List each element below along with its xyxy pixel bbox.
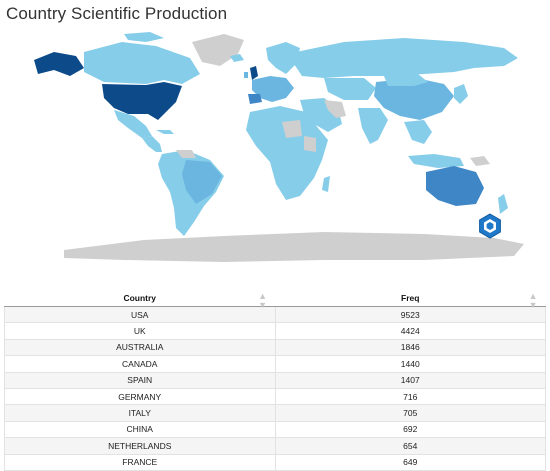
country-africa-nodata-1[interactable]	[282, 120, 302, 138]
cell-country: UK	[4, 322, 276, 340]
table-row: FRANCE 649	[4, 453, 546, 471]
country-usa-alaska[interactable]	[34, 52, 84, 76]
column-header-country[interactable]: Country ▲ ▼	[4, 289, 275, 310]
cell-country: SPAIN	[4, 371, 276, 389]
country-africa-nodata-2[interactable]	[304, 136, 316, 152]
cell-country: CHINA	[4, 420, 276, 439]
table-row: CANADA 1440	[4, 355, 546, 373]
cell-country: USA	[4, 305, 276, 324]
table-row: NETHERLANDS 654	[4, 437, 546, 455]
table-row: GERMANY 716	[4, 387, 546, 406]
country-scandinavia[interactable]	[266, 42, 300, 74]
table-header-row: Country ▲ ▼ Freq ▲ ▼	[4, 289, 546, 310]
country-canada[interactable]	[84, 42, 200, 84]
cell-freq: 705	[274, 404, 546, 422]
cell-country: CANADA	[4, 355, 276, 373]
country-ireland[interactable]	[244, 72, 248, 78]
country-antarctica[interactable]	[64, 232, 524, 262]
country-australia[interactable]	[426, 166, 484, 206]
cell-country: NETHERLANDS	[4, 437, 276, 455]
country-iran[interactable]	[324, 100, 346, 118]
country-greenland[interactable]	[192, 34, 244, 66]
country-canada-islands[interactable]	[124, 32, 164, 42]
country-mexico[interactable]	[114, 110, 152, 138]
cell-freq: 1440	[274, 355, 546, 373]
country-madagascar[interactable]	[322, 176, 330, 192]
cell-freq: 4424	[274, 322, 546, 340]
bibliometrix-hexagon-icon[interactable]	[479, 213, 501, 239]
table-row: SPAIN 1407	[4, 371, 546, 389]
cell-country: GERMANY	[4, 387, 276, 406]
cell-country: FRANCE	[4, 453, 276, 471]
column-header-label: Country	[123, 292, 157, 303]
page-title: Country Scientific Production	[6, 4, 228, 23]
cell-freq: 649	[274, 453, 546, 471]
country-central-america[interactable]	[142, 136, 162, 152]
country-japan[interactable]	[454, 84, 468, 104]
country-indonesia[interactable]	[408, 154, 464, 168]
table-row: ITALY 705	[4, 404, 546, 422]
cell-freq: 692	[274, 420, 546, 439]
country-india[interactable]	[358, 108, 388, 144]
cell-freq: 1407	[274, 371, 546, 389]
country-caribbean[interactable]	[156, 130, 174, 134]
table-row: USA 9523	[4, 305, 546, 324]
country-central-asia[interactable]	[324, 78, 376, 100]
cell-freq: 9523	[274, 305, 546, 324]
country-guianas[interactable]	[176, 150, 196, 158]
table-row: CHINA 692	[4, 420, 546, 439]
country-western-europe[interactable]	[252, 76, 294, 102]
country-russia[interactable]	[294, 38, 518, 78]
column-header-label: Freq	[401, 292, 420, 303]
country-uk[interactable]	[250, 66, 258, 80]
world-map[interactable]	[24, 28, 524, 268]
country-new-zealand[interactable]	[498, 194, 508, 214]
cell-freq: 654	[274, 437, 546, 455]
table-row: UK 4424	[4, 322, 546, 340]
sort-arrows-icon[interactable]: ▲ ▼	[528, 291, 538, 310]
cell-country: AUSTRALIA	[4, 338, 276, 357]
country-brazil[interactable]	[182, 160, 222, 204]
country-se-asia[interactable]	[404, 120, 432, 144]
column-header-freq[interactable]: Freq ▲ ▼	[275, 289, 546, 310]
country-png[interactable]	[470, 156, 490, 166]
cell-country: ITALY	[4, 404, 276, 422]
sort-arrows-icon[interactable]: ▲ ▼	[258, 291, 267, 310]
table-row: AUSTRALIA 1846	[4, 338, 546, 357]
data-table: Country ▲ ▼ Freq ▲ ▼ USA 9523 UK 4424 AUSTRA…	[4, 289, 546, 471]
country-spain[interactable]	[248, 94, 262, 104]
cell-freq: 716	[274, 387, 546, 406]
country-iceland[interactable]	[230, 54, 244, 62]
country-africa[interactable]	[246, 106, 328, 200]
country-usa[interactable]	[102, 82, 182, 120]
country-mongolia[interactable]	[384, 74, 428, 86]
country-china[interactable]	[374, 78, 454, 120]
cell-freq: 1846	[274, 338, 546, 357]
